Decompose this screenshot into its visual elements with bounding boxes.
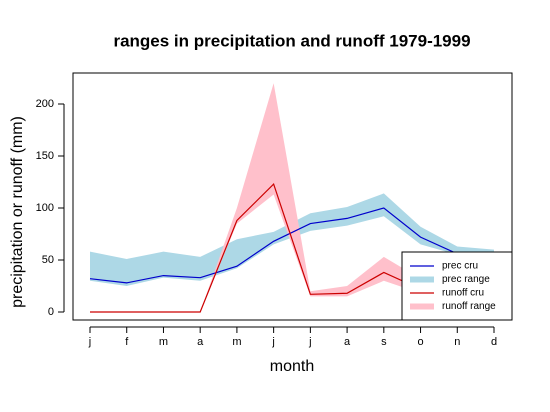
x-tick-label: m <box>159 336 168 348</box>
legend-label: runoff cru <box>442 288 484 299</box>
y-tick-label: 100 <box>36 202 54 214</box>
plot-frame <box>72 72 513 321</box>
x-tick-label: o <box>417 336 423 348</box>
x-tick-label: j <box>308 336 311 348</box>
data-line <box>89 207 495 284</box>
y-tick-label: 50 <box>42 254 54 266</box>
y-tick-label: 200 <box>36 98 54 110</box>
x-tick-label: j <box>88 336 91 348</box>
legend-label: prec cru <box>442 261 478 272</box>
x-tick-label: a <box>197 336 204 348</box>
x-tick-label: j <box>271 336 274 348</box>
x-tick-label: d <box>491 336 497 348</box>
x-axis-label: month <box>270 358 314 375</box>
range-band <box>90 83 494 312</box>
x-tick-label: m <box>232 336 241 348</box>
chart-title: ranges in precipitation and runoff 1979-… <box>113 31 470 50</box>
legend-label: runoff range <box>442 301 496 312</box>
y-axis-label: precipitation or runoff (mm) <box>9 116 26 308</box>
x-tick-label: f <box>125 336 129 348</box>
legend-label: prec range <box>442 274 490 285</box>
x-tick-label: n <box>454 336 460 348</box>
range-band <box>90 193 494 286</box>
x-tick-label: s <box>381 336 387 348</box>
y-tick-label: 150 <box>36 150 54 162</box>
x-tick-label: a <box>344 336 351 348</box>
y-tick-label: 0 <box>48 306 54 318</box>
